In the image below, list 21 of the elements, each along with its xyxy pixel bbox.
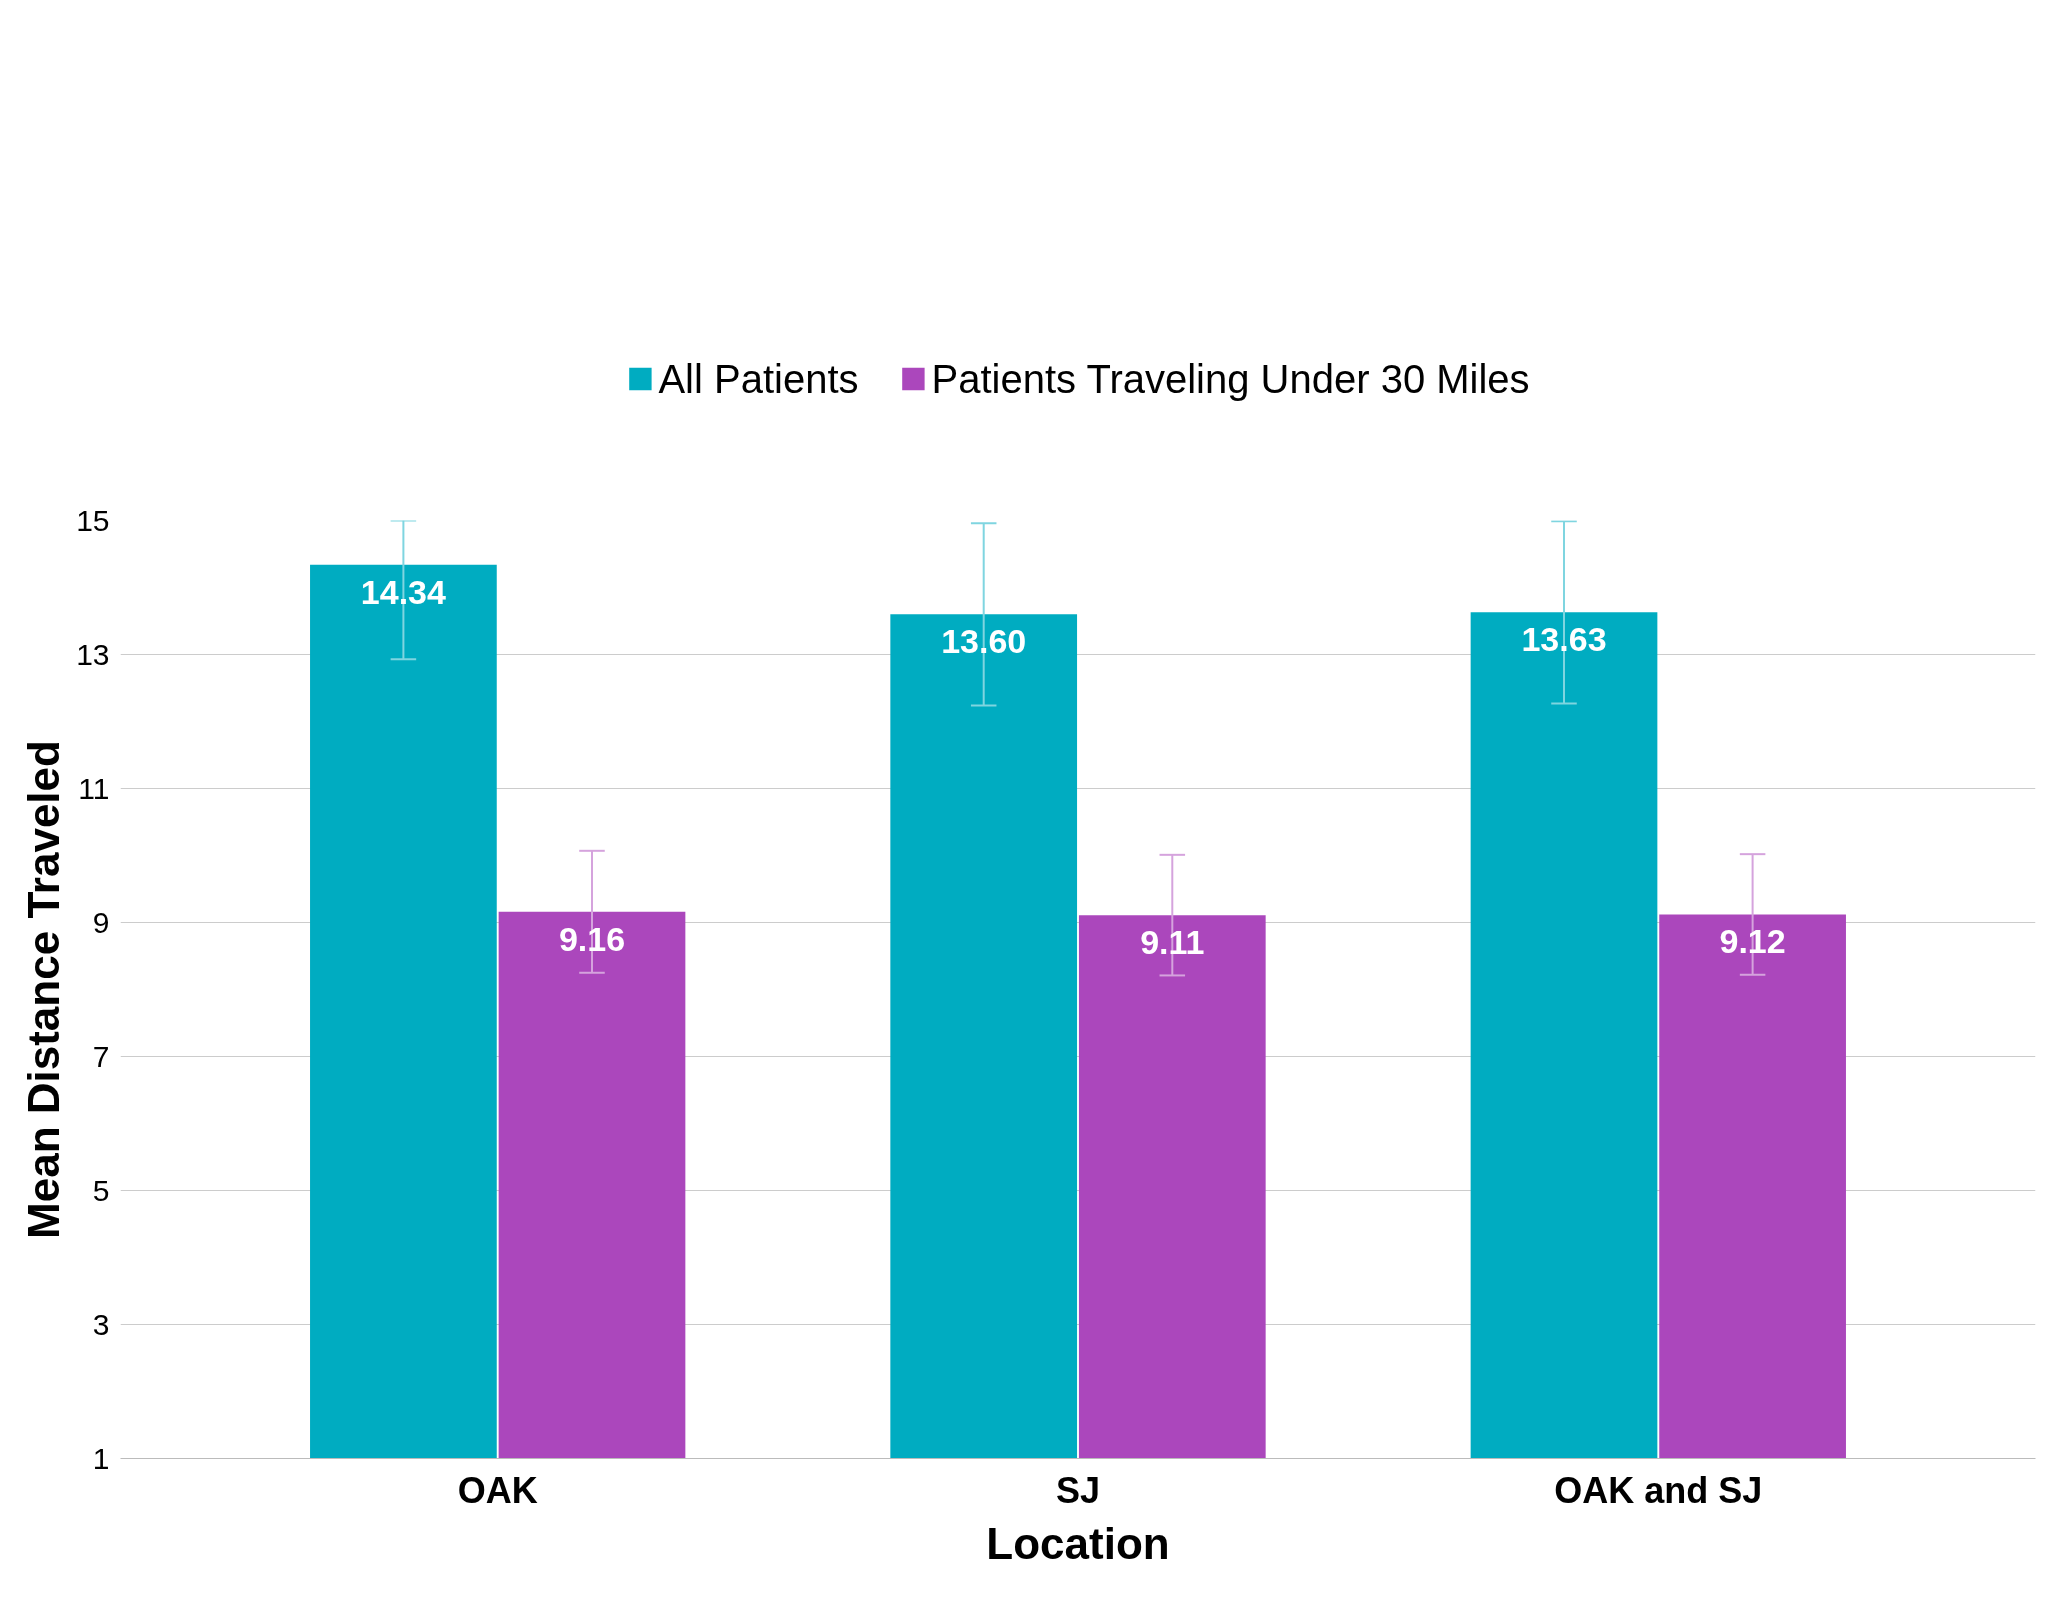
y-tick-label: 1 [92, 1441, 110, 1475]
y-tick-label: 13 [76, 637, 110, 671]
y-tick-label: 3 [92, 1307, 110, 1341]
x-axis-title: Location [986, 1518, 1170, 1568]
y-axis-title: Mean Distance Traveled [19, 740, 69, 1239]
legend-label: All Patients [658, 356, 859, 402]
x-tick-label: OAK and SJ [1554, 1469, 1763, 1511]
x-tick-label: SJ [1055, 1469, 1101, 1511]
y-tick-label: 11 [78, 771, 110, 805]
data-label: 14.34 [360, 572, 447, 611]
y-tick-label: 15 [76, 503, 110, 537]
data-label: 9.11 [1140, 923, 1205, 962]
data-label: 9.16 [558, 919, 626, 958]
y-tick-label: 9 [92, 905, 110, 939]
legend-label: Patients Traveling Under 30 Miles [931, 356, 1530, 402]
data-label: 13.63 [1521, 620, 1607, 659]
data-label: 13.60 [941, 622, 1027, 661]
data-label: 9.12 [1719, 922, 1786, 961]
y-tick-label: 7 [92, 1039, 110, 1073]
x-tick-label: OAK [457, 1469, 538, 1511]
y-tick-label: 5 [92, 1173, 110, 1207]
